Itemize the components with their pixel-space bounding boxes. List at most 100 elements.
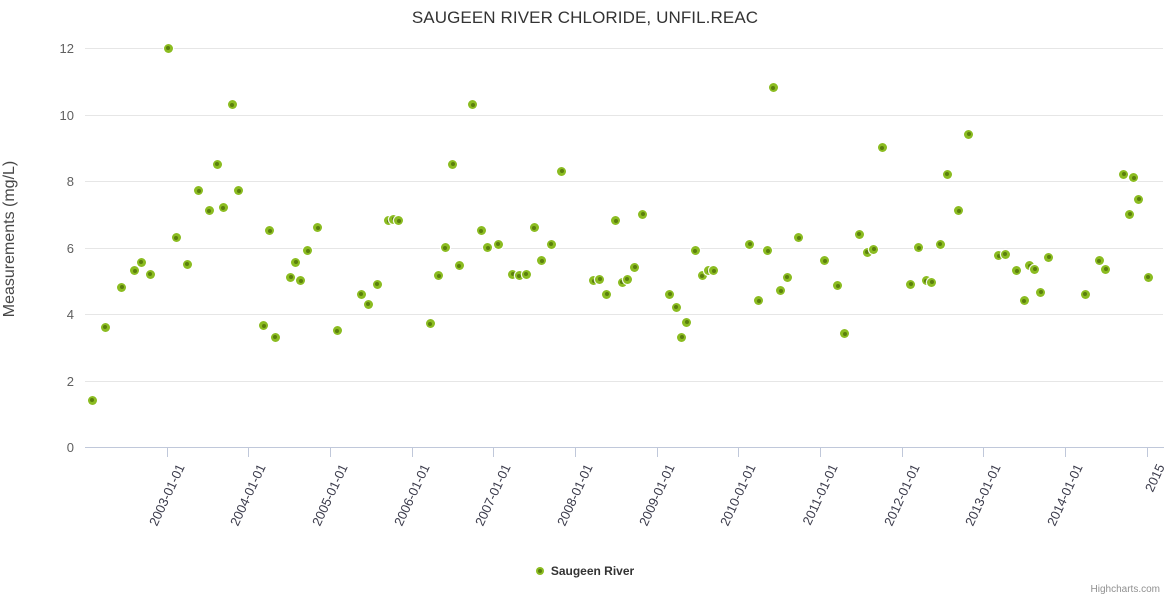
data-point[interactable] bbox=[1012, 266, 1022, 276]
data-point[interactable] bbox=[862, 247, 872, 257]
data-point[interactable] bbox=[440, 243, 450, 252]
data-point[interactable] bbox=[332, 326, 342, 336]
data-point[interactable] bbox=[514, 271, 524, 281]
data-point[interactable] bbox=[1080, 289, 1090, 299]
data-point[interactable] bbox=[218, 203, 228, 213]
data-point[interactable] bbox=[617, 277, 627, 287]
data-point[interactable] bbox=[906, 279, 916, 289]
highcharts-credits[interactable]: Highcharts.com bbox=[1090, 584, 1160, 595]
data-point[interactable] bbox=[356, 289, 366, 299]
data-point[interactable] bbox=[794, 233, 804, 243]
data-point[interactable] bbox=[286, 272, 296, 282]
data-point[interactable] bbox=[493, 239, 503, 249]
data-point[interactable] bbox=[521, 269, 531, 279]
data-point[interactable] bbox=[182, 259, 192, 269]
data-point[interactable] bbox=[448, 159, 457, 169]
data-point[interactable] bbox=[234, 186, 244, 196]
data-point[interactable] bbox=[227, 100, 237, 110]
data-point[interactable] bbox=[212, 159, 222, 169]
data-point[interactable] bbox=[1030, 264, 1040, 274]
data-point[interactable] bbox=[468, 100, 478, 110]
data-point[interactable] bbox=[602, 289, 612, 299]
data-point[interactable] bbox=[921, 276, 931, 286]
data-point[interactable] bbox=[384, 216, 394, 226]
data-point[interactable] bbox=[763, 246, 773, 256]
data-point[interactable] bbox=[1119, 169, 1129, 179]
data-point[interactable] bbox=[914, 243, 924, 252]
data-point[interactable] bbox=[270, 332, 280, 342]
data-point[interactable] bbox=[776, 286, 786, 296]
data-point[interactable] bbox=[1101, 264, 1111, 274]
data-point[interactable] bbox=[622, 274, 632, 284]
data-point[interactable] bbox=[454, 261, 464, 271]
data-point[interactable] bbox=[394, 216, 404, 226]
data-point[interactable] bbox=[372, 279, 382, 289]
data-point[interactable] bbox=[1125, 209, 1135, 219]
data-point[interactable] bbox=[117, 282, 127, 292]
data-point[interactable] bbox=[690, 246, 700, 256]
data-point[interactable] bbox=[171, 233, 181, 243]
data-point[interactable] bbox=[935, 239, 945, 249]
data-point[interactable] bbox=[854, 229, 864, 239]
data-point[interactable] bbox=[1129, 173, 1139, 183]
data-point[interactable] bbox=[927, 277, 937, 287]
data-point[interactable] bbox=[840, 329, 849, 339]
data-point[interactable] bbox=[754, 296, 764, 306]
data-point[interactable] bbox=[745, 239, 755, 249]
data-point[interactable] bbox=[595, 274, 604, 284]
data-point[interactable] bbox=[194, 186, 204, 196]
data-point[interactable] bbox=[87, 395, 97, 405]
data-point[interactable] bbox=[389, 214, 399, 224]
data-point[interactable] bbox=[877, 143, 887, 153]
legend-item-saugeen-river[interactable]: Saugeen River bbox=[535, 563, 634, 578]
data-point[interactable] bbox=[994, 251, 1004, 261]
data-point[interactable] bbox=[1000, 249, 1010, 259]
data-point[interactable] bbox=[100, 322, 110, 332]
data-point[interactable] bbox=[130, 266, 140, 276]
data-point[interactable] bbox=[1143, 272, 1153, 282]
data-point[interactable] bbox=[313, 223, 323, 233]
data-point[interactable] bbox=[677, 332, 687, 342]
data-point[interactable] bbox=[537, 256, 547, 266]
data-point[interactable] bbox=[476, 226, 486, 236]
data-point[interactable] bbox=[145, 269, 155, 279]
data-point[interactable] bbox=[1025, 261, 1035, 271]
data-point[interactable] bbox=[869, 244, 879, 254]
data-point[interactable] bbox=[954, 206, 964, 216]
data-point[interactable] bbox=[434, 271, 444, 281]
data-point[interactable] bbox=[529, 223, 539, 233]
data-point[interactable] bbox=[265, 226, 275, 236]
data-point[interactable] bbox=[704, 266, 714, 276]
data-point[interactable] bbox=[768, 83, 778, 93]
data-point[interactable] bbox=[942, 169, 952, 179]
data-point[interactable] bbox=[697, 271, 707, 281]
data-point[interactable] bbox=[638, 209, 648, 219]
data-point[interactable] bbox=[163, 43, 173, 53]
data-point[interactable] bbox=[136, 257, 146, 267]
data-point[interactable] bbox=[483, 243, 493, 252]
data-point[interactable] bbox=[589, 276, 599, 286]
data-point[interactable] bbox=[682, 317, 692, 327]
data-point[interactable] bbox=[1044, 252, 1054, 262]
data-point[interactable] bbox=[630, 262, 640, 272]
data-point[interactable] bbox=[1036, 287, 1045, 297]
data-point[interactable] bbox=[782, 272, 792, 282]
data-point[interactable] bbox=[1094, 256, 1104, 266]
data-point[interactable] bbox=[665, 289, 675, 299]
data-point[interactable] bbox=[363, 299, 373, 309]
data-point[interactable] bbox=[291, 257, 301, 267]
data-point[interactable] bbox=[303, 246, 313, 256]
data-point[interactable] bbox=[204, 206, 214, 216]
data-point[interactable] bbox=[1134, 194, 1143, 204]
data-point[interactable] bbox=[964, 129, 974, 139]
data-point[interactable] bbox=[671, 302, 681, 312]
data-point[interactable] bbox=[296, 276, 306, 286]
data-point[interactable] bbox=[709, 266, 719, 276]
data-point[interactable] bbox=[557, 166, 567, 176]
data-point[interactable] bbox=[1019, 296, 1029, 306]
data-point[interactable] bbox=[611, 216, 621, 226]
data-point[interactable] bbox=[425, 319, 435, 329]
data-point[interactable] bbox=[259, 321, 269, 331]
data-point[interactable] bbox=[833, 281, 843, 291]
data-point[interactable] bbox=[820, 256, 830, 266]
